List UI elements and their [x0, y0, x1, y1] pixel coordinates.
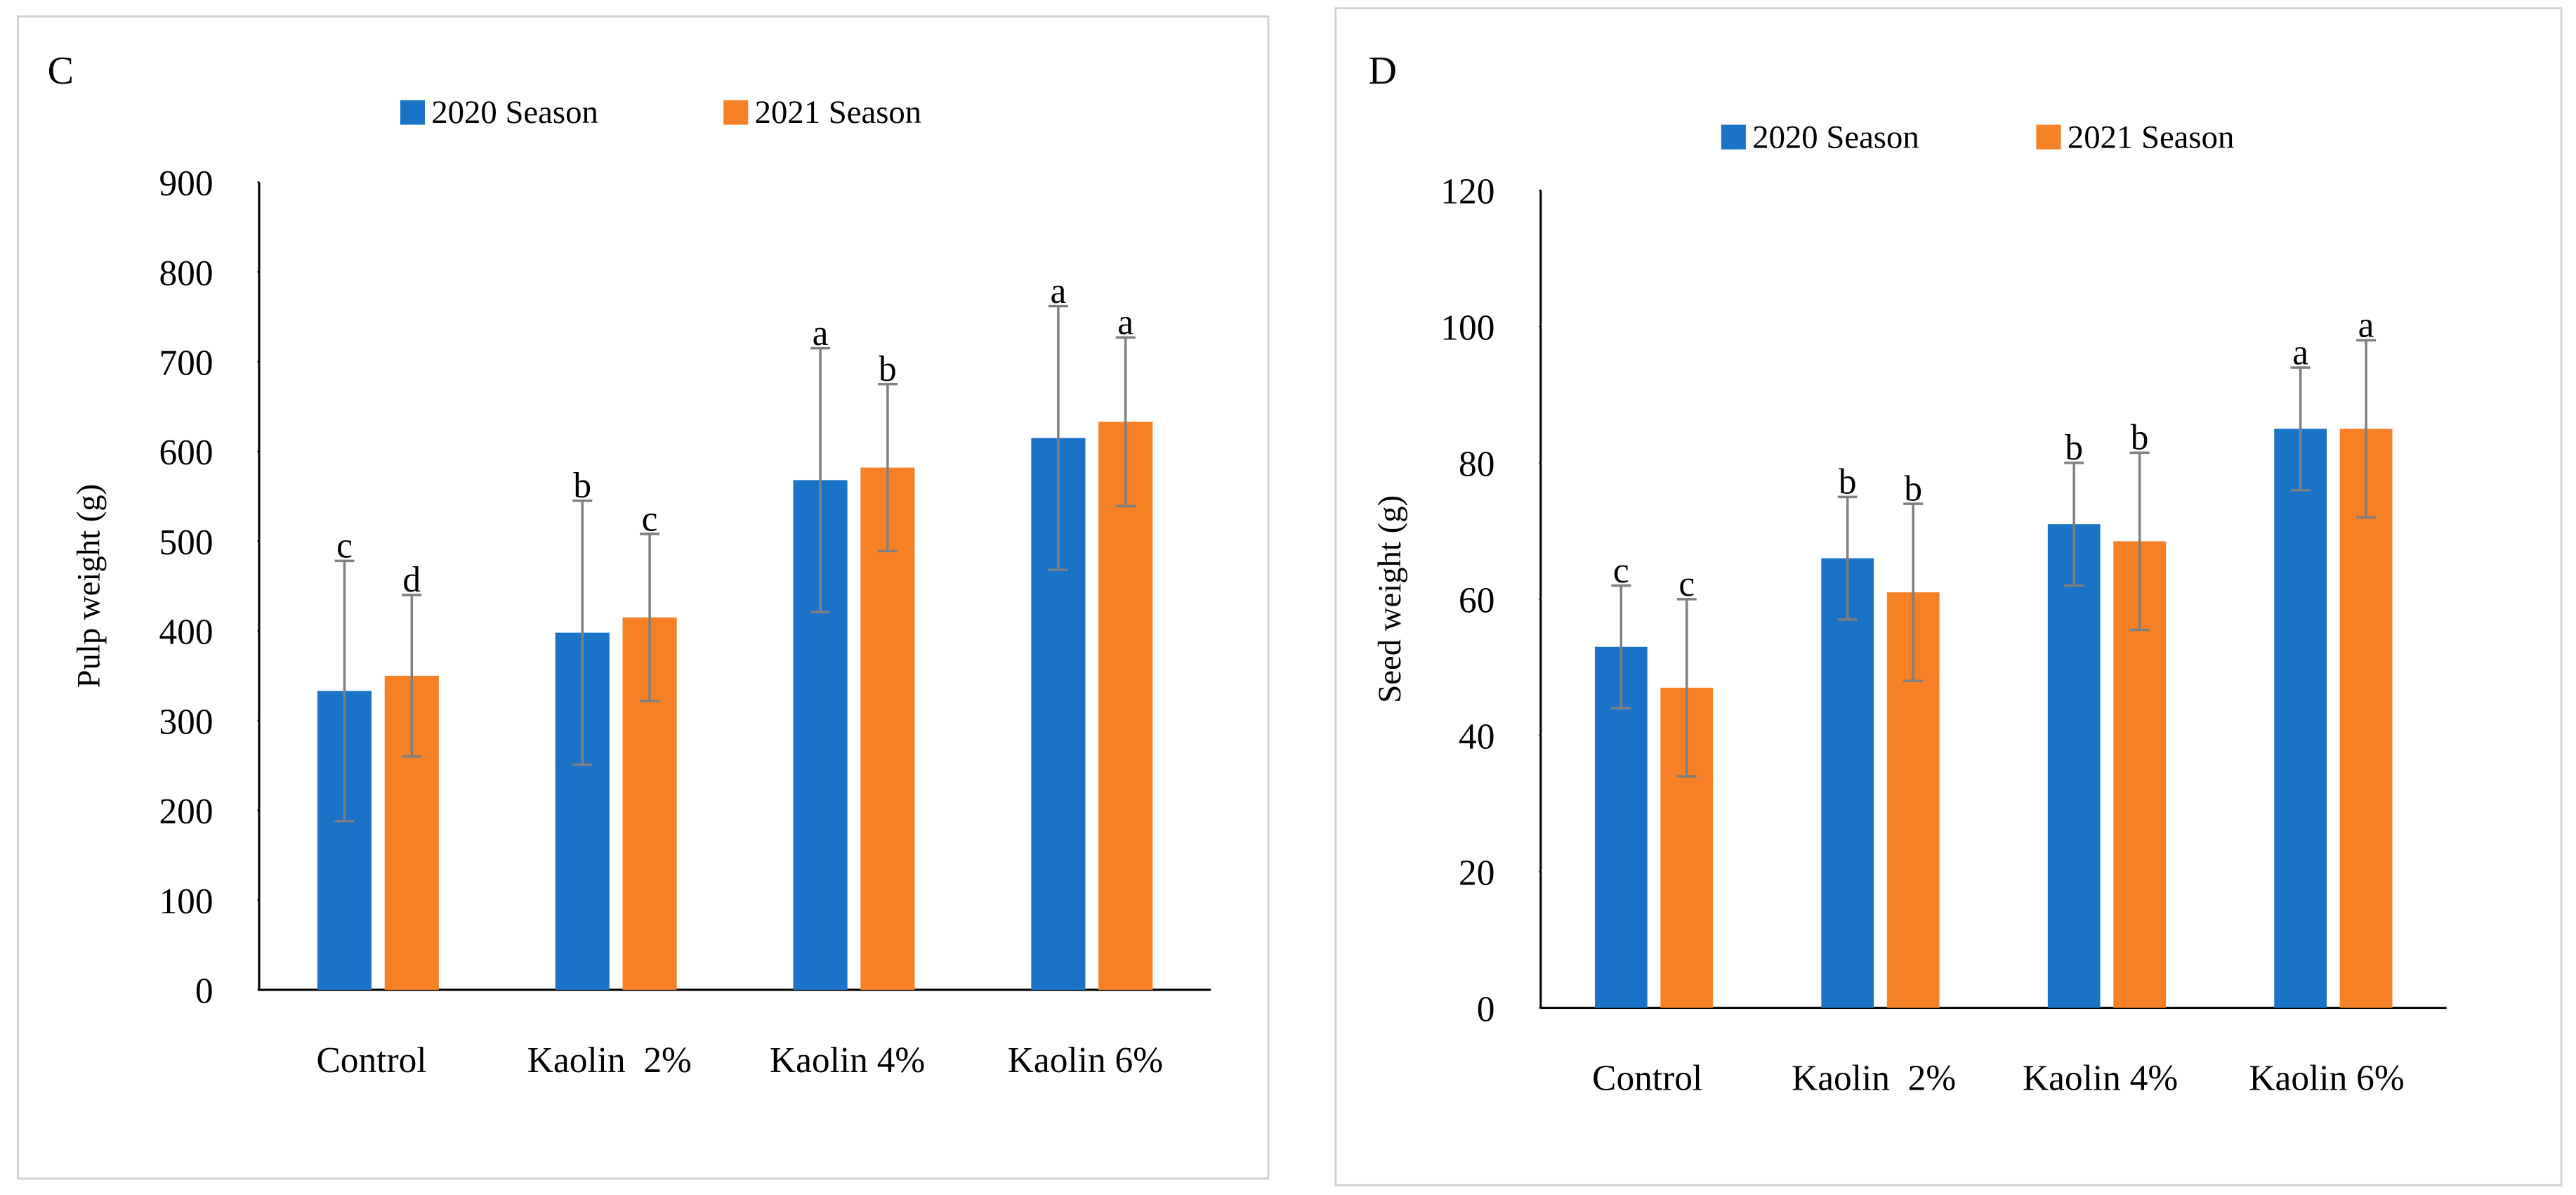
error-bar	[334, 559, 355, 823]
error-bar	[1611, 584, 1631, 710]
y-tick-label: 80	[1459, 445, 1494, 485]
y-tick-label: 900	[159, 164, 213, 204]
y-tick-label: 20	[1459, 853, 1494, 893]
error-bar	[1837, 495, 1858, 621]
y-tick-label: 600	[159, 433, 213, 473]
bar	[2274, 429, 2327, 1008]
significance-letter: a	[2358, 306, 2374, 346]
y-tick-label: 300	[159, 702, 213, 742]
x-tick-label: Kaolin 6%	[1008, 1040, 1163, 1080]
y-tick-label: 400	[159, 613, 213, 653]
panel-label: D	[1368, 49, 1397, 93]
y-tick-label: 120	[1440, 172, 1494, 212]
y-tick-label: 0	[1477, 989, 1495, 1029]
y-tick-label: 60	[1459, 581, 1494, 621]
significance-letter: c	[336, 526, 353, 566]
legend-label: 2021 Season	[2068, 119, 2234, 155]
significance-letter: c	[1613, 551, 1629, 591]
y-axis-label: Pulp weight (g)	[70, 484, 107, 688]
y-tick-label: 100	[1440, 308, 1494, 348]
y-axis-label: Seed weight (g)	[1372, 495, 1408, 703]
significance-letter: b	[2065, 428, 2083, 468]
significance-letter: b	[1839, 462, 1857, 502]
error-bar	[2356, 339, 2377, 519]
error-bar	[1903, 502, 1924, 682]
significance-letter: b	[1904, 469, 1922, 509]
x-tick-label: Kaolin 6%	[2249, 1058, 2404, 1098]
error-bar	[402, 594, 422, 758]
significance-letter: c	[1678, 564, 1695, 604]
legend-swatch	[400, 100, 425, 125]
y-tick-label: 100	[159, 882, 213, 922]
x-tick-label: Kaolin 4%	[2023, 1058, 2178, 1098]
y-tick-label: 40	[1459, 717, 1494, 757]
error-bar	[810, 346, 831, 613]
significance-letter: a	[1117, 303, 1133, 343]
bar	[860, 467, 915, 990]
bar	[1098, 422, 1153, 990]
significance-letter: c	[642, 499, 658, 539]
error-bar	[877, 382, 898, 553]
x-tick-label: Control	[317, 1040, 427, 1080]
x-tick-label: Control	[1592, 1058, 1702, 1098]
significance-letter: a	[2292, 332, 2308, 372]
legend-swatch	[1721, 124, 1746, 150]
bar	[2339, 429, 2393, 1008]
error-bar	[2064, 462, 2084, 587]
bar	[2047, 524, 2101, 1008]
error-bar	[1676, 598, 1697, 778]
y-tick-label: 700	[159, 344, 213, 384]
error-bar	[572, 499, 593, 766]
error-bar	[640, 533, 660, 703]
x-tick-label: Kaolin 4%	[770, 1040, 925, 1080]
y-tick-label: 500	[159, 523, 213, 563]
error-bar	[2129, 451, 2150, 632]
significance-letter: a	[813, 313, 829, 353]
bar	[1821, 558, 1874, 1008]
y-tick-label: 0	[195, 972, 213, 1012]
legend-label: 2020 Season	[1752, 119, 1919, 155]
panel-frame	[17, 15, 1270, 1180]
significance-letter: b	[2131, 418, 2149, 458]
x-tick-label: Kaolin 2%	[1792, 1058, 1956, 1098]
legend-label: 2021 Season	[755, 94, 921, 131]
y-tick-label: 800	[159, 254, 213, 294]
significance-letter: a	[1050, 271, 1066, 311]
error-bar	[2290, 366, 2311, 492]
legend-swatch	[2036, 124, 2061, 150]
error-bar	[1048, 304, 1068, 571]
legend-swatch	[723, 100, 749, 125]
significance-letter: d	[402, 560, 421, 600]
x-tick-label: Kaolin 2%	[527, 1040, 692, 1080]
legend-label: 2020 Season	[431, 94, 598, 131]
y-tick-label: 200	[159, 792, 213, 832]
panel-label: C	[48, 49, 74, 93]
error-bar	[1115, 336, 1136, 508]
significance-letter: b	[573, 466, 591, 506]
panel-frame	[1334, 7, 2563, 1187]
significance-letter: b	[879, 349, 897, 389]
